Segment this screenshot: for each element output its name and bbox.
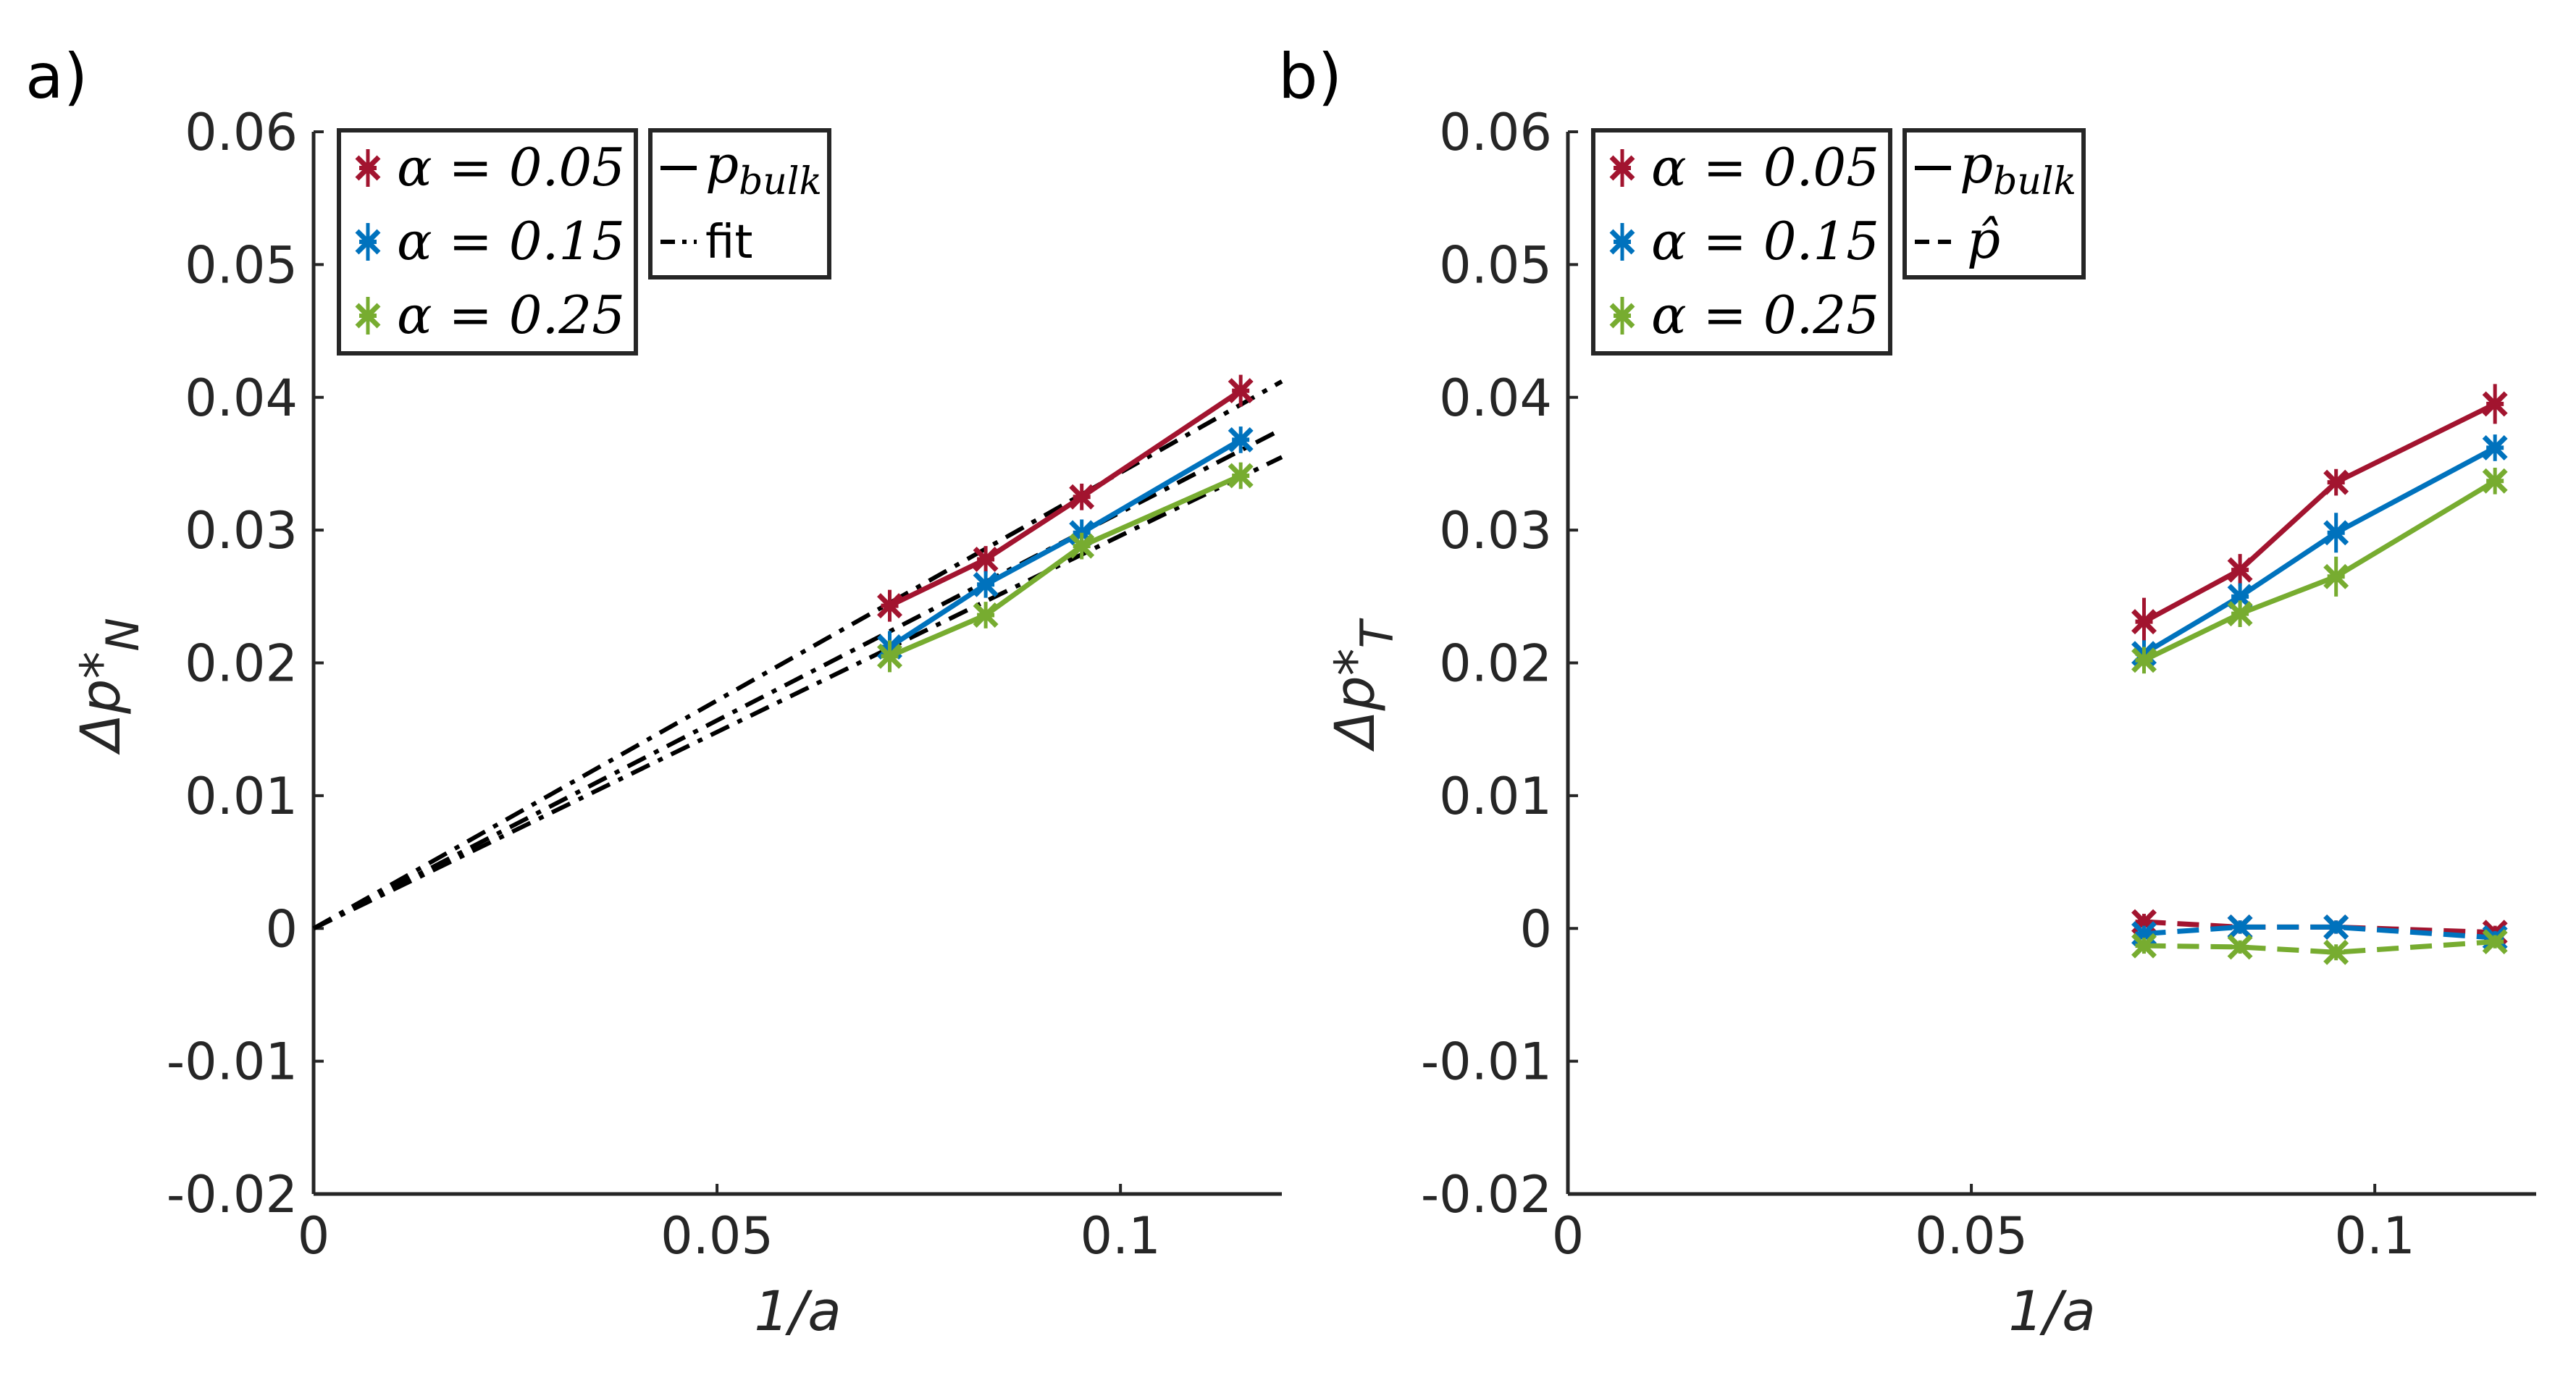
y-tick-label: 0.06: [185, 103, 298, 162]
y-tick-label: 0: [265, 899, 298, 959]
series-line: [2142, 445, 2496, 656]
y-tick-label: 0.02: [1439, 634, 1552, 694]
series-line: [2144, 924, 2496, 941]
x-tick-label: 0: [298, 1206, 330, 1266]
y-tick-label: 0.04: [185, 369, 298, 428]
data-point: [973, 546, 999, 572]
legend: α = 0.05 α = 0.15 α = 0.25: [337, 128, 638, 356]
x-tick-label: 0.05: [660, 1206, 773, 1266]
legend-style-entry: p̂: [1967, 209, 2000, 270]
panel-a: a) -0.02 -0.01 0 0.01 0.02 0.03 0.04 0.05 0.06 0 0.…: [25, 41, 1283, 1343]
y-tick-label: -0.02: [167, 1165, 298, 1224]
y-tick-label: 0.04: [1439, 369, 1552, 428]
x-tick-label: 0.1: [2335, 1206, 2415, 1266]
y-axis-label: Δp*N: [68, 618, 149, 755]
y-tick-label: 0.02: [185, 634, 298, 694]
data-point: [973, 571, 999, 597]
data-point: [1069, 484, 1095, 510]
data-point: [2227, 914, 2253, 940]
legend-marker: [355, 229, 381, 255]
y-tick-label: -0.01: [1421, 1033, 1552, 1092]
series-line: [888, 388, 1243, 608]
data-point: [2131, 609, 2157, 635]
y-tick-label: 0.01: [185, 767, 298, 826]
y-axis-label: Δp*T: [1322, 618, 1404, 752]
panel-label: a): [25, 41, 88, 113]
legend-entry: α = 0.15: [1651, 211, 1879, 272]
legend-entry: α = 0.05: [397, 137, 625, 198]
data-point: [2323, 563, 2349, 589]
y-tick-label: 0.06: [1439, 103, 1552, 162]
fit-line: [312, 455, 1283, 930]
y-tick-label: 0.05: [185, 235, 298, 295]
data-point: [2227, 934, 2253, 960]
fit-line: [312, 427, 1283, 930]
data-point: [2131, 933, 2157, 959]
data-point: [2131, 647, 2157, 673]
legend-box: [1902, 128, 2086, 279]
data-point: [2323, 469, 2349, 495]
panel-b: b) -0.02 -0.01 0 0.01 0.02 0.03 0.04 0.05 0.06 0 0.…: [1278, 41, 2536, 1343]
data-point: [973, 602, 999, 628]
series-line: [2142, 479, 2496, 663]
legend-style-entry: fit: [705, 216, 752, 269]
legend-style-entry: pbulk: [1960, 134, 2076, 203]
data-point: [1228, 378, 1254, 404]
fit-line: [312, 379, 1283, 930]
data-point: [2323, 520, 2349, 546]
legend-entry: α = 0.05: [1651, 137, 1879, 198]
legend-styles: pbulk fit: [648, 128, 831, 279]
data-point: [2323, 914, 2349, 940]
x-tick-label: 0.1: [1081, 1206, 1161, 1266]
data-point: [1228, 426, 1254, 453]
data-point: [2482, 391, 2508, 417]
legend-marker: [355, 155, 381, 181]
legend-entry: α = 0.15: [397, 211, 625, 272]
series-line: [2144, 939, 2496, 955]
series-line: [888, 437, 1242, 649]
y-tick-label: 0: [1519, 899, 1552, 959]
x-tick-label: 0: [1552, 1206, 1585, 1266]
data-point: [877, 593, 902, 619]
legend-entry: α = 0.25: [397, 285, 625, 345]
panel-label: b): [1278, 41, 1342, 113]
y-tick-label: -0.02: [1421, 1165, 1552, 1224]
legend-marker: [1609, 229, 1635, 255]
y-tick-label: -0.01: [167, 1033, 298, 1092]
x-axis-label: 1/a: [2008, 1279, 2096, 1343]
y-tick-label: 0.03: [1439, 501, 1552, 560]
y-tick-label: 0.01: [1439, 767, 1552, 826]
legend-box: [1591, 128, 1892, 356]
legend-entry: α = 0.25: [1651, 285, 1879, 345]
series-line: [889, 473, 1242, 659]
legend: α = 0.05 α = 0.15 α = 0.25: [1591, 128, 1892, 356]
data-point: [877, 643, 902, 669]
series-line: [2142, 401, 2496, 624]
legend-box: [337, 128, 638, 356]
y-tick-label: 0.03: [185, 501, 298, 560]
data-point: [2482, 434, 2508, 461]
legend-marker: [1609, 155, 1635, 181]
legend-box: [648, 128, 831, 279]
x-axis-label: 1/a: [754, 1279, 842, 1343]
data-point: [1069, 533, 1095, 559]
x-tick-label: 0.05: [1915, 1206, 2028, 1266]
data-point: [2482, 929, 2508, 955]
legend-style-entry: pbulk: [705, 134, 822, 203]
legend-marker: [1609, 303, 1635, 329]
data-point: [1228, 463, 1254, 489]
data-point: [2227, 601, 2253, 627]
legend-marker: [355, 303, 381, 329]
data-point: [2482, 468, 2508, 494]
data-point: [2227, 557, 2253, 583]
y-tick-label: 0.05: [1439, 235, 1552, 295]
data-point: [2323, 939, 2349, 965]
